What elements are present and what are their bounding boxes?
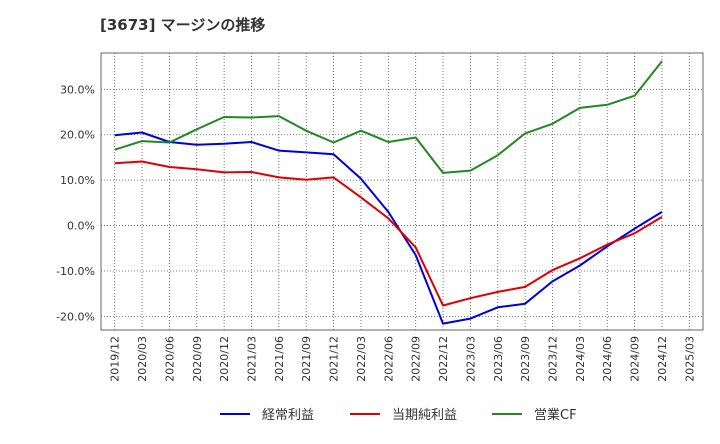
plot-border <box>100 52 704 331</box>
x-tick-label: 2024/06 <box>601 336 614 382</box>
x-tick-label: 2023/03 <box>464 336 477 382</box>
x-tick-label: 2024/03 <box>574 336 587 382</box>
x-tick-label: 2023/09 <box>519 336 532 382</box>
series-line-1 <box>114 131 663 325</box>
x-tick-label: 2020/06 <box>163 336 176 382</box>
x-tick-label: 2020/03 <box>136 336 149 382</box>
x-tick-label: 2021/12 <box>328 336 341 382</box>
x-tick-label: 2024/12 <box>656 336 669 382</box>
y-tick-label: 0.0% <box>67 220 95 233</box>
x-tick-label: 2023/06 <box>492 336 505 382</box>
x-tick-label: 2020/09 <box>191 336 204 382</box>
x-tick-label: 2021/06 <box>273 336 286 382</box>
legend-label-1: 経常利益 <box>262 408 314 423</box>
chart-title: [3673] マージンの推移 <box>100 16 266 34</box>
x-tick-label: 2022/09 <box>410 336 423 382</box>
legend-label-3: 営業CF <box>534 407 577 423</box>
x-tick-label: 2020/12 <box>218 336 231 382</box>
y-tick-label: -20.0% <box>56 310 95 323</box>
x-tick-label: 2021/03 <box>246 336 259 382</box>
plot-area <box>101 53 703 330</box>
x-tick-label: 2024/09 <box>629 336 642 382</box>
series-line-2 <box>114 160 663 307</box>
x-tick-label: 2022/12 <box>437 336 450 382</box>
x-tick-label: 2025/03 <box>683 336 696 382</box>
series-line-3 <box>114 60 663 174</box>
x-tick-label: 2023/12 <box>547 336 560 382</box>
y-tick-label: 10.0% <box>60 174 95 187</box>
x-tick-label: 2019/12 <box>109 336 122 382</box>
y-tick-label: 20.0% <box>60 129 95 142</box>
legend-label-2: 当期純利益 <box>392 408 457 423</box>
y-tick-label: 30.0% <box>60 83 95 96</box>
x-tick-label: 2022/06 <box>382 336 395 382</box>
x-tick-label: 2022/03 <box>355 336 368 382</box>
x-tick-label: 2021/09 <box>300 336 313 382</box>
y-tick-label: -10.0% <box>56 265 95 278</box>
